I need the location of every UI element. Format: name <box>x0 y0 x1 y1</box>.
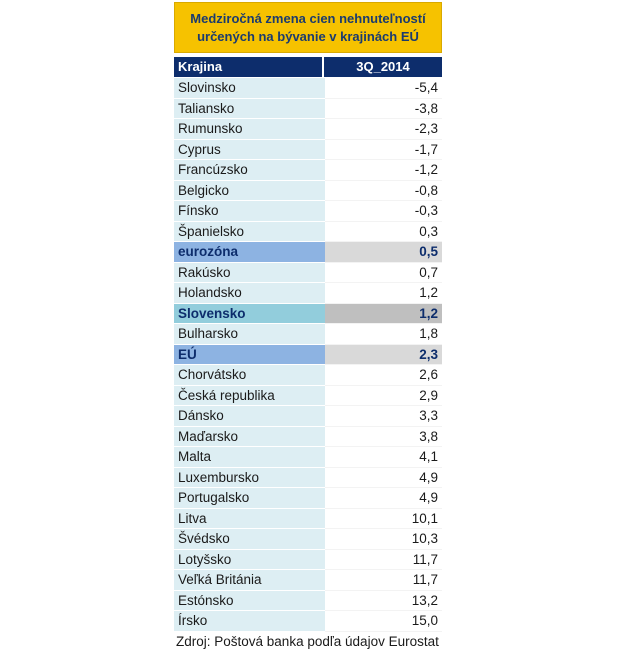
value-cell: 0,7 <box>325 262 442 283</box>
value-cell: 15,0 <box>325 611 442 632</box>
table-row: Slovinsko -5,4 <box>174 78 442 99</box>
value-cell: 0,3 <box>325 221 442 242</box>
country-cell: Fínsko <box>174 201 325 222</box>
table-row: EÚ 2,3 <box>174 344 442 365</box>
table-row: Írsko 15,0 <box>174 611 442 632</box>
table-row: Malta 4,1 <box>174 447 442 468</box>
country-cell: Taliansko <box>174 98 325 119</box>
value-cell: 10,3 <box>325 529 442 550</box>
country-cell: Slovinsko <box>174 78 325 99</box>
value-cell: 0,5 <box>325 242 442 263</box>
table-row: Belgicko -0,8 <box>174 180 442 201</box>
table-row: Taliansko -3,8 <box>174 98 442 119</box>
table-title: Medziročná zmena cien nehnuteľností urče… <box>174 2 442 53</box>
value-cell: 3,3 <box>325 406 442 427</box>
table-row: Španielsko 0,3 <box>174 221 442 242</box>
country-cell: EÚ <box>174 344 325 365</box>
value-cell: -1,7 <box>325 139 442 160</box>
value-cell: 4,9 <box>325 488 442 509</box>
country-cell: Estónsko <box>174 590 325 611</box>
country-cell: Litva <box>174 508 325 529</box>
country-cell: Malta <box>174 447 325 468</box>
country-cell: Írsko <box>174 611 325 632</box>
table-row: Chorvátsko 2,6 <box>174 365 442 386</box>
table-row: Holandsko 1,2 <box>174 283 442 304</box>
value-cell: 13,2 <box>325 590 442 611</box>
price-change-table: Medziročná zmena cien nehnuteľností urče… <box>174 2 442 649</box>
table-row: Bulharsko 1,8 <box>174 324 442 345</box>
value-cell: -1,2 <box>325 160 442 181</box>
header-country: Krajina <box>174 57 324 77</box>
country-cell: Belgicko <box>174 180 325 201</box>
value-cell: 4,9 <box>325 467 442 488</box>
table-row: Lotyšsko 11,7 <box>174 549 442 570</box>
table-row: Fínsko -0,3 <box>174 201 442 222</box>
country-cell: Slovensko <box>174 303 325 324</box>
country-cell: Maďarsko <box>174 426 325 447</box>
header-value: 3Q_2014 <box>356 59 410 74</box>
value-cell: -0,3 <box>325 201 442 222</box>
value-cell: 2,9 <box>325 385 442 406</box>
country-cell: Rumunsko <box>174 119 325 140</box>
country-cell: Švédsko <box>174 529 325 550</box>
table-row: Dánsko 3,3 <box>174 406 442 427</box>
table-row: Cyprus -1,7 <box>174 139 442 160</box>
country-cell: Dánsko <box>174 406 325 427</box>
country-cell: Portugalsko <box>174 488 325 509</box>
value-cell: -2,3 <box>325 119 442 140</box>
value-cell: 11,7 <box>325 549 442 570</box>
country-cell: Chorvátsko <box>174 365 325 386</box>
value-cell: -3,8 <box>325 98 442 119</box>
country-cell: Cyprus <box>174 139 325 160</box>
table-row: Švédsko 10,3 <box>174 529 442 550</box>
table-body: Slovinsko -5,4 Taliansko -3,8 Rumunsko -2,3 Cy… <box>174 78 442 632</box>
table-title-line-2: určených na bývanie v krajinách EÚ <box>197 28 419 44</box>
table-header: Krajina 3Q_2014 <box>174 57 442 78</box>
value-cell: 2,6 <box>325 365 442 386</box>
table-row: Portugalsko 4,9 <box>174 488 442 509</box>
value-cell: 1,8 <box>325 324 442 345</box>
country-cell: Luxembursko <box>174 467 325 488</box>
table-row: Francúzsko -1,2 <box>174 160 442 181</box>
country-cell: eurozóna <box>174 242 325 263</box>
table-row: Rumunsko -2,3 <box>174 119 442 140</box>
country-cell: Francúzsko <box>174 160 325 181</box>
value-cell: 11,7 <box>325 570 442 591</box>
value-cell: -0,8 <box>325 180 442 201</box>
table-row: Litva 10,1 <box>174 508 442 529</box>
country-cell: Bulharsko <box>174 324 325 345</box>
value-cell: 2,3 <box>325 344 442 365</box>
table-row: Estónsko 13,2 <box>174 590 442 611</box>
table-row: Luxembursko 4,9 <box>174 467 442 488</box>
country-cell: Veľká Británia <box>174 570 325 591</box>
table-row: eurozóna 0,5 <box>174 242 442 263</box>
value-cell: 4,1 <box>325 447 442 468</box>
table-row: Česká republika 2,9 <box>174 385 442 406</box>
table-row: Veľká Británia 11,7 <box>174 570 442 591</box>
country-cell: Holandsko <box>174 283 325 304</box>
country-cell: Rakúsko <box>174 262 325 283</box>
table-row: Maďarsko 3,8 <box>174 426 442 447</box>
country-cell: Česká republika <box>174 385 325 406</box>
value-cell: 1,2 <box>325 283 442 304</box>
value-cell: 1,2 <box>325 303 442 324</box>
table-row: Rakúsko 0,7 <box>174 262 442 283</box>
value-cell: -5,4 <box>325 78 442 99</box>
country-cell: Španielsko <box>174 221 325 242</box>
value-cell: 3,8 <box>325 426 442 447</box>
country-cell: Lotyšsko <box>174 549 325 570</box>
value-cell: 10,1 <box>325 508 442 529</box>
table-title-line-1: Medziročná zmena cien nehnuteľností <box>190 10 426 26</box>
source-note: Zdroj: Poštová banka podľa údajov Eurost… <box>176 633 439 649</box>
table-row: Slovensko 1,2 <box>174 303 442 324</box>
